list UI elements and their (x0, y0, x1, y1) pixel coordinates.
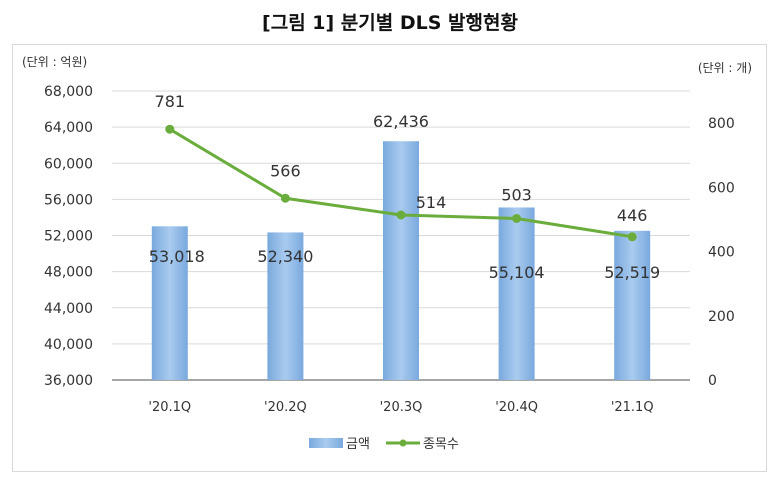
right-tick-label: 600 (708, 180, 735, 196)
right-axis-unit: (단위 : 개) (698, 61, 752, 75)
bar (383, 141, 419, 380)
bar-data-label: 53,018 (149, 247, 205, 266)
line-data-label: 503 (501, 185, 532, 204)
bar (267, 232, 304, 380)
left-tick-label: 48,000 (44, 265, 93, 281)
legend-label-count: 종목수 (423, 437, 459, 452)
legend-line-marker (399, 439, 407, 447)
left-tick-label: 44,000 (44, 301, 93, 317)
line-data-label: 781 (155, 92, 186, 111)
left-tick-label: 60,000 (44, 156, 93, 172)
right-tick-label: 400 (708, 245, 735, 261)
x-tick-label: '20.1Q (148, 400, 191, 415)
x-tick-label: '20.4Q (495, 400, 538, 415)
x-tick-label: '20.3Q (380, 400, 423, 415)
legend-bar-swatch (309, 438, 343, 448)
bar-data-label: 52,340 (257, 247, 313, 266)
legend-label-amount: 금액 (346, 437, 370, 452)
right-tick-label: 0 (708, 373, 717, 389)
bar (614, 230, 651, 380)
bar-data-label: 52,519 (604, 263, 660, 282)
left-tick-label: 36,000 (44, 373, 93, 389)
left-tick-label: 56,000 (44, 192, 93, 208)
left-tick-label: 52,000 (44, 229, 93, 245)
chart-title: [그림 1] 분기별 DLS 발행현황 (262, 12, 518, 34)
line-point (165, 124, 175, 134)
line-point (396, 210, 406, 220)
left-tick-label: 64,000 (44, 120, 93, 136)
right-tick-label: 800 (708, 116, 735, 132)
line-point (512, 213, 522, 223)
line-point (280, 193, 290, 203)
x-tick-label: '20.2Q (264, 400, 307, 415)
line-data-label: 566 (270, 161, 301, 180)
left-axis-unit: (단위 : 억원) (22, 55, 87, 69)
bar-data-label: 62,436 (373, 112, 429, 131)
line-point (627, 232, 637, 242)
left-tick-label: 68,000 (44, 84, 93, 100)
line-data-label: 514 (416, 193, 447, 212)
line-data-label: 446 (617, 206, 648, 225)
bar-data-label: 55,104 (489, 263, 545, 282)
x-tick-label: '21.1Q (611, 400, 654, 415)
bar (151, 226, 188, 380)
left-tick-label: 40,000 (44, 337, 93, 353)
chart-frame (12, 44, 767, 472)
right-tick-label: 200 (708, 309, 735, 325)
bar (498, 207, 535, 380)
